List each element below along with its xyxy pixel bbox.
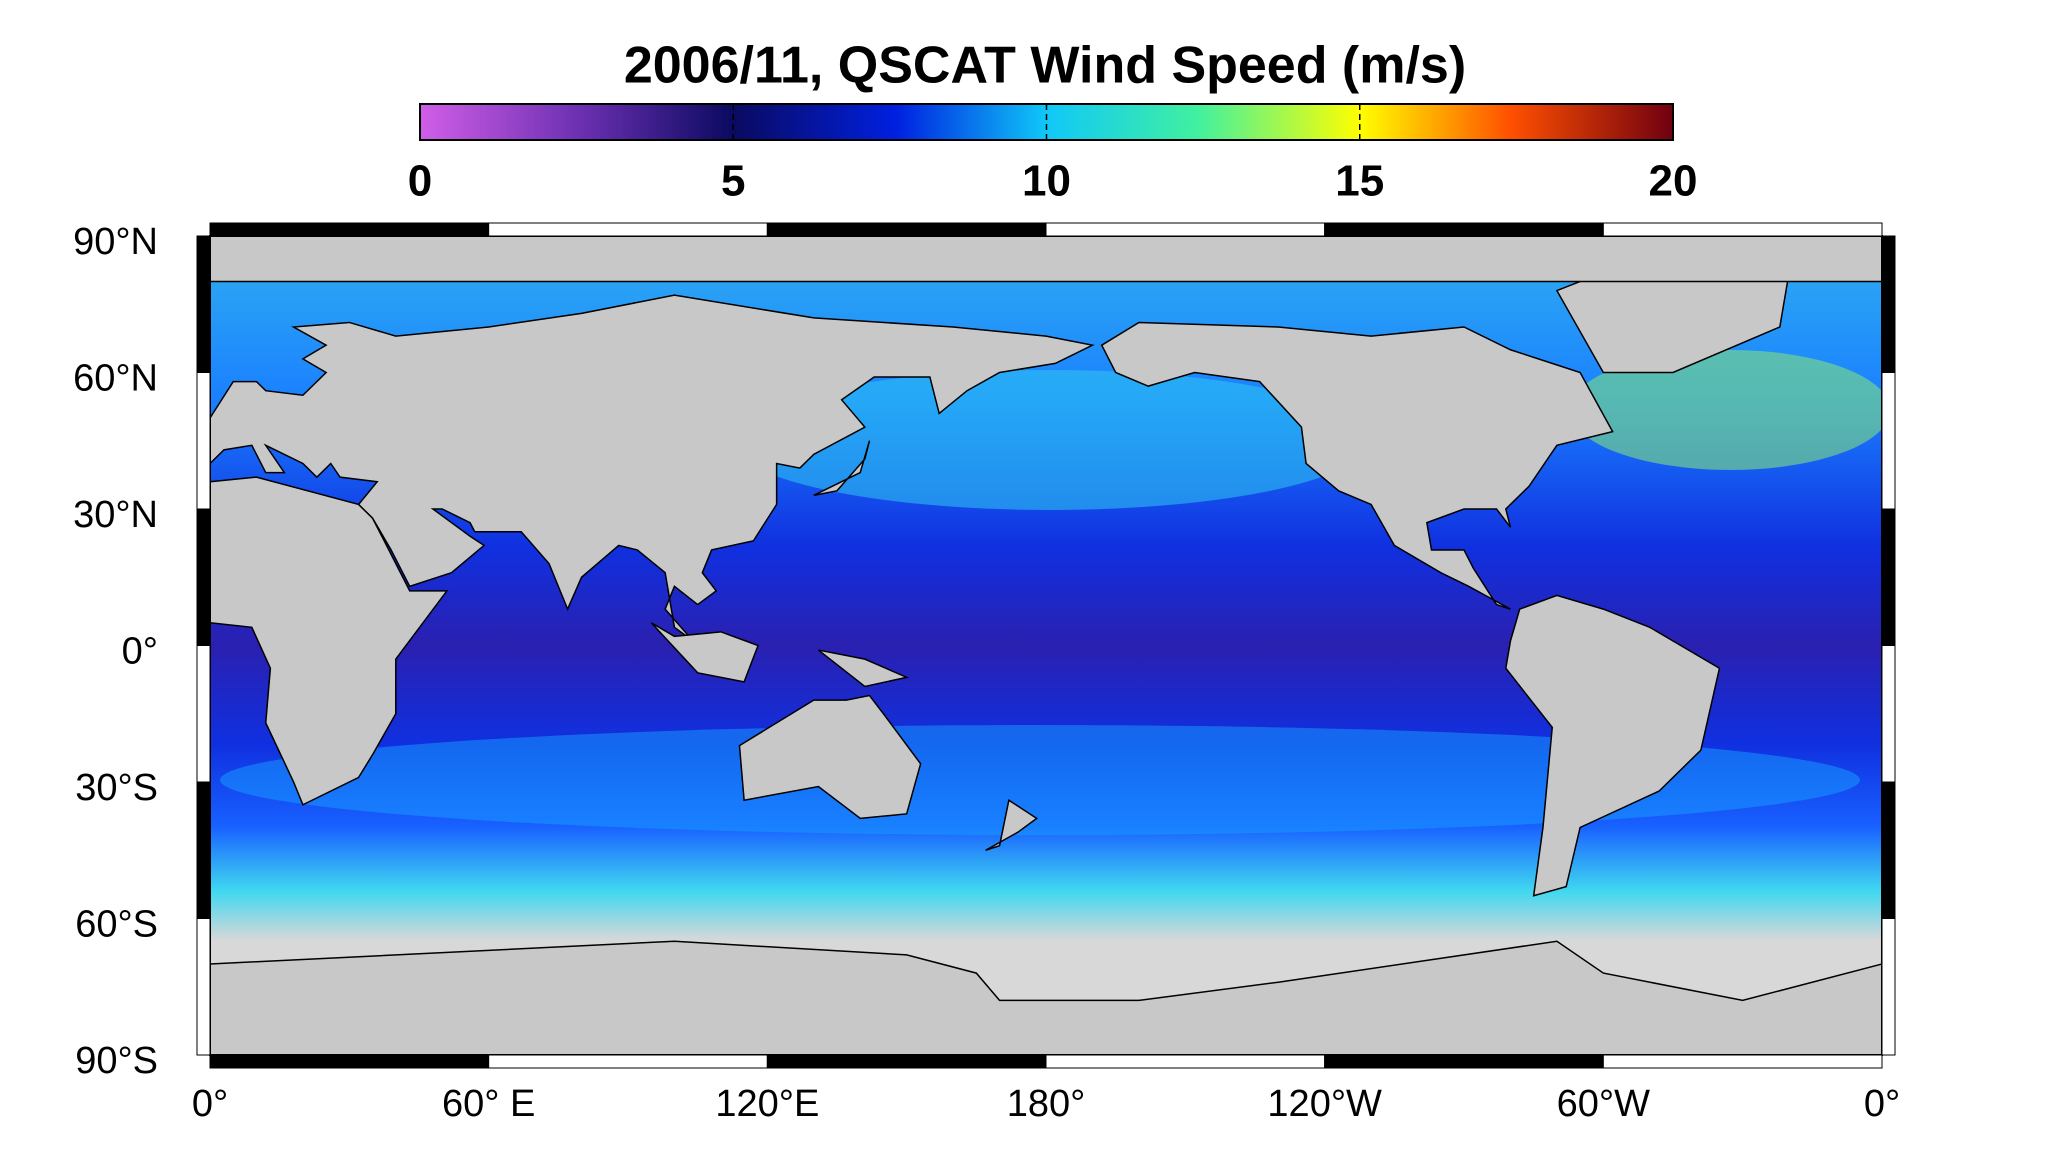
- frame-band: [1881, 508, 1896, 646]
- frame-bands: [196, 222, 1896, 1069]
- landmass: [1100, 321, 1614, 610]
- frame-band: [209, 222, 490, 237]
- frame-band: [196, 645, 211, 783]
- frame-band: [1881, 645, 1896, 783]
- landmass: [210, 236, 1882, 283]
- colorbar-tick-label: 20: [1649, 157, 1698, 206]
- frame-band: [196, 918, 211, 1056]
- wind-band: [730, 370, 1370, 510]
- latitude-label: 0°: [122, 631, 158, 673]
- frame-band: [1881, 781, 1896, 919]
- title: 2006/11, QSCAT Wind Speed (m/s): [624, 37, 1466, 95]
- latitude-label: 90°N: [73, 221, 158, 263]
- colorbar-tick-label: 5: [721, 157, 745, 206]
- latitude-label: 30°N: [73, 494, 158, 536]
- frame-band: [1881, 372, 1896, 510]
- frame-band: [766, 222, 1047, 237]
- frame-band: [1881, 235, 1896, 373]
- longitude-label: 0°: [192, 1083, 228, 1125]
- landmass: [650, 622, 760, 683]
- land: [210, 236, 1882, 1055]
- frame-band: [1045, 1054, 1326, 1069]
- wind-band: [1570, 350, 1882, 470]
- latitude-label: 30°S: [75, 767, 158, 809]
- frame-band: [1602, 222, 1883, 237]
- latitude-label: 90°S: [75, 1040, 158, 1082]
- frame-band: [196, 372, 211, 510]
- landmass: [738, 694, 922, 820]
- frame-band: [488, 1054, 768, 1069]
- colorbar-tick-label: 10: [1022, 157, 1071, 206]
- longitude-label: 180°: [1007, 1083, 1086, 1125]
- frame-band: [488, 222, 768, 237]
- frame-band: [1045, 222, 1326, 237]
- landmass: [817, 649, 910, 688]
- map: [210, 236, 1882, 1055]
- frame-band: [196, 508, 211, 646]
- frame-band: [209, 1054, 490, 1069]
- wind-band: [220, 725, 1860, 835]
- landmass: [1505, 594, 1721, 897]
- longitude-label: 60°W: [1557, 1083, 1650, 1125]
- frame-band: [1324, 1054, 1604, 1069]
- colorbar-tick-label: 0: [408, 157, 432, 206]
- latitude-label: 60°N: [73, 358, 158, 400]
- landmass: [985, 798, 1039, 851]
- frame-band: [1602, 1054, 1883, 1069]
- longitude-label: 60° E: [442, 1083, 535, 1125]
- landmass: [813, 440, 871, 497]
- frame-band: [196, 235, 211, 373]
- latitude-label: 60°S: [75, 904, 158, 946]
- longitude-label: 0°: [1864, 1083, 1900, 1125]
- frame-band: [766, 1054, 1047, 1069]
- longitude-label: 120°E: [715, 1083, 819, 1125]
- landmass: [210, 940, 1882, 1055]
- colorbar-tick-label: 15: [1335, 157, 1384, 206]
- frame-band: [1324, 222, 1604, 237]
- longitude-label: 120°W: [1267, 1083, 1382, 1125]
- landmass: [210, 294, 1095, 642]
- frame-band: [1881, 918, 1896, 1056]
- frame-band: [196, 781, 211, 919]
